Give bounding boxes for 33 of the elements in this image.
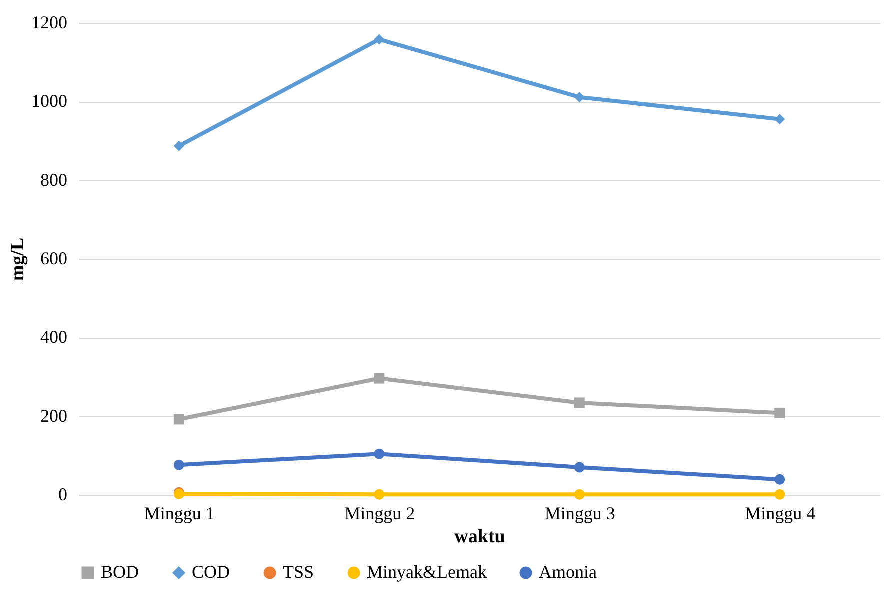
point xyxy=(374,448,385,460)
point xyxy=(174,460,184,470)
point xyxy=(774,408,786,418)
y-axis-title: mg/L xyxy=(8,238,28,282)
y-tick-label: 200 xyxy=(40,406,68,426)
point xyxy=(374,373,385,384)
point xyxy=(774,114,786,125)
point xyxy=(574,489,585,500)
y-tick-label: 0 xyxy=(58,484,68,504)
point xyxy=(374,489,385,500)
x-tick-label: Minggu 4 xyxy=(745,504,816,524)
point xyxy=(174,140,184,152)
x-tick-label: Minggu 3 xyxy=(544,504,616,524)
point xyxy=(774,489,786,500)
y-tick-label: 600 xyxy=(40,248,68,268)
point xyxy=(374,34,385,45)
point xyxy=(574,398,585,408)
x-tick-label: Minggu 1 xyxy=(144,504,215,524)
legend-label: Minyak&Lemak xyxy=(367,562,487,582)
y-tick-label: 1200 xyxy=(32,12,68,32)
point xyxy=(774,474,786,485)
point xyxy=(574,92,585,103)
legend-label: COD xyxy=(192,562,230,582)
y-tick-label: 400 xyxy=(40,327,68,348)
y-tick-label: 800 xyxy=(40,170,68,190)
point xyxy=(574,462,585,473)
legend-label: Amonia xyxy=(539,562,597,582)
y-tick-label: 1000 xyxy=(32,91,68,112)
x-tick-label: Minggu 2 xyxy=(344,504,416,524)
legend-label: TSS xyxy=(283,562,314,582)
x-axis-title: waktu xyxy=(454,526,506,548)
legend-label: BOD xyxy=(101,562,140,582)
point xyxy=(174,414,184,425)
